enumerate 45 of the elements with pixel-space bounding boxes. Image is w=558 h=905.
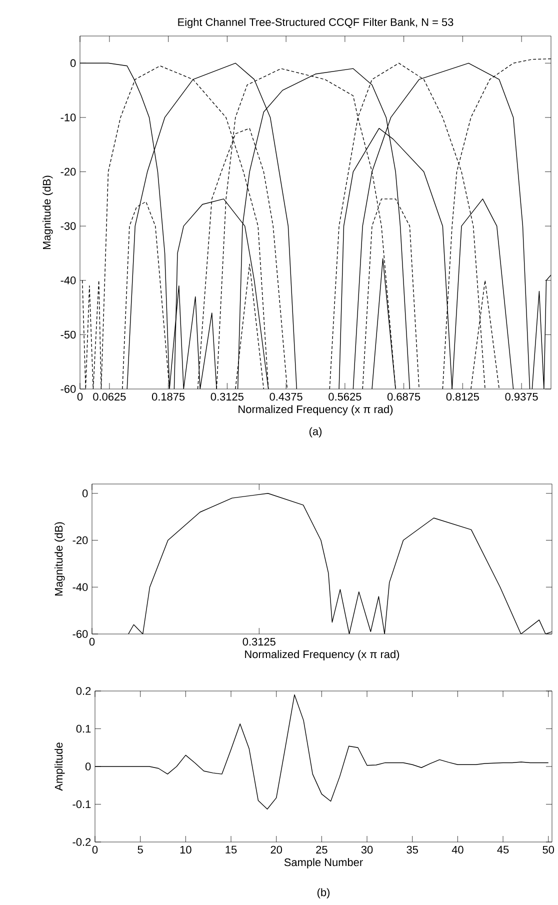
y-axis-title: Amplitude bbox=[54, 742, 65, 791]
x-tick-label: 0.8125 bbox=[446, 392, 479, 401]
x-axis-title: Normalized Frequency (x π rad) bbox=[245, 650, 400, 660]
x-tick-label: 0.4375 bbox=[270, 392, 302, 401]
x-tick-label: 0.0625 bbox=[93, 392, 126, 401]
x-tick-label: 0.9375 bbox=[505, 392, 538, 401]
y-tick-label: -50 bbox=[60, 330, 76, 339]
y-tick-label: -20 bbox=[60, 168, 76, 176]
x-tick-label: 15 bbox=[226, 846, 237, 854]
y-tick-label: -60 bbox=[72, 630, 88, 638]
x-tick-label: 20 bbox=[270, 846, 282, 854]
x-tick-label: 0.1875 bbox=[152, 392, 185, 401]
y-tick-label: -60 bbox=[60, 385, 76, 393]
y-tick-label: 0.1 bbox=[76, 724, 91, 733]
x-axis-title: Normalized Frequency (x π rad) bbox=[238, 405, 393, 416]
x-tick-label: 0.5625 bbox=[328, 392, 362, 401]
x-tick-label: 10 bbox=[180, 846, 192, 854]
y-tick-label: -30 bbox=[60, 222, 76, 230]
x-axis-title: Sample Number bbox=[284, 858, 363, 868]
y-tick-label: 0.2 bbox=[76, 687, 91, 695]
x-tick-label: 0.3125 bbox=[242, 638, 276, 646]
y-tick-label: 0 bbox=[85, 762, 91, 770]
text: (b) bbox=[317, 888, 330, 898]
x-tick-label: 5 bbox=[138, 846, 143, 854]
x-tick-label: 45 bbox=[497, 846, 509, 854]
y-axis-title: Magnitude (dB) bbox=[42, 176, 53, 250]
x-tick-label: 25 bbox=[316, 846, 328, 854]
x-tick-label: 0 bbox=[92, 846, 98, 854]
y-tick-label: -0.1 bbox=[72, 800, 91, 808]
x-tick-label: 30 bbox=[361, 846, 373, 854]
y-axis-title: Magnitude (dB) bbox=[54, 522, 65, 596]
y-tick-label: -40 bbox=[60, 276, 76, 284]
x-tick-label: 50 bbox=[542, 846, 554, 854]
y-tick-label: -20 bbox=[72, 536, 88, 544]
x-tick-label: 0.6875 bbox=[387, 392, 420, 401]
y-tick-label: -40 bbox=[72, 583, 88, 592]
text: (a) bbox=[309, 427, 322, 438]
x-tick-label: 0.3125 bbox=[210, 392, 244, 401]
chart-title: Eight Channel Tree-Structured CCQF Filter Bank, N = 53 bbox=[178, 18, 454, 28]
y-tick-label: -0.2 bbox=[72, 838, 91, 846]
y-tick-label: 0 bbox=[82, 490, 88, 498]
x-tick-label: 40 bbox=[452, 846, 464, 854]
x-tick-label: 35 bbox=[406, 846, 418, 854]
y-tick-label: 0 bbox=[70, 59, 76, 68]
y-tick-label: -10 bbox=[60, 114, 76, 122]
